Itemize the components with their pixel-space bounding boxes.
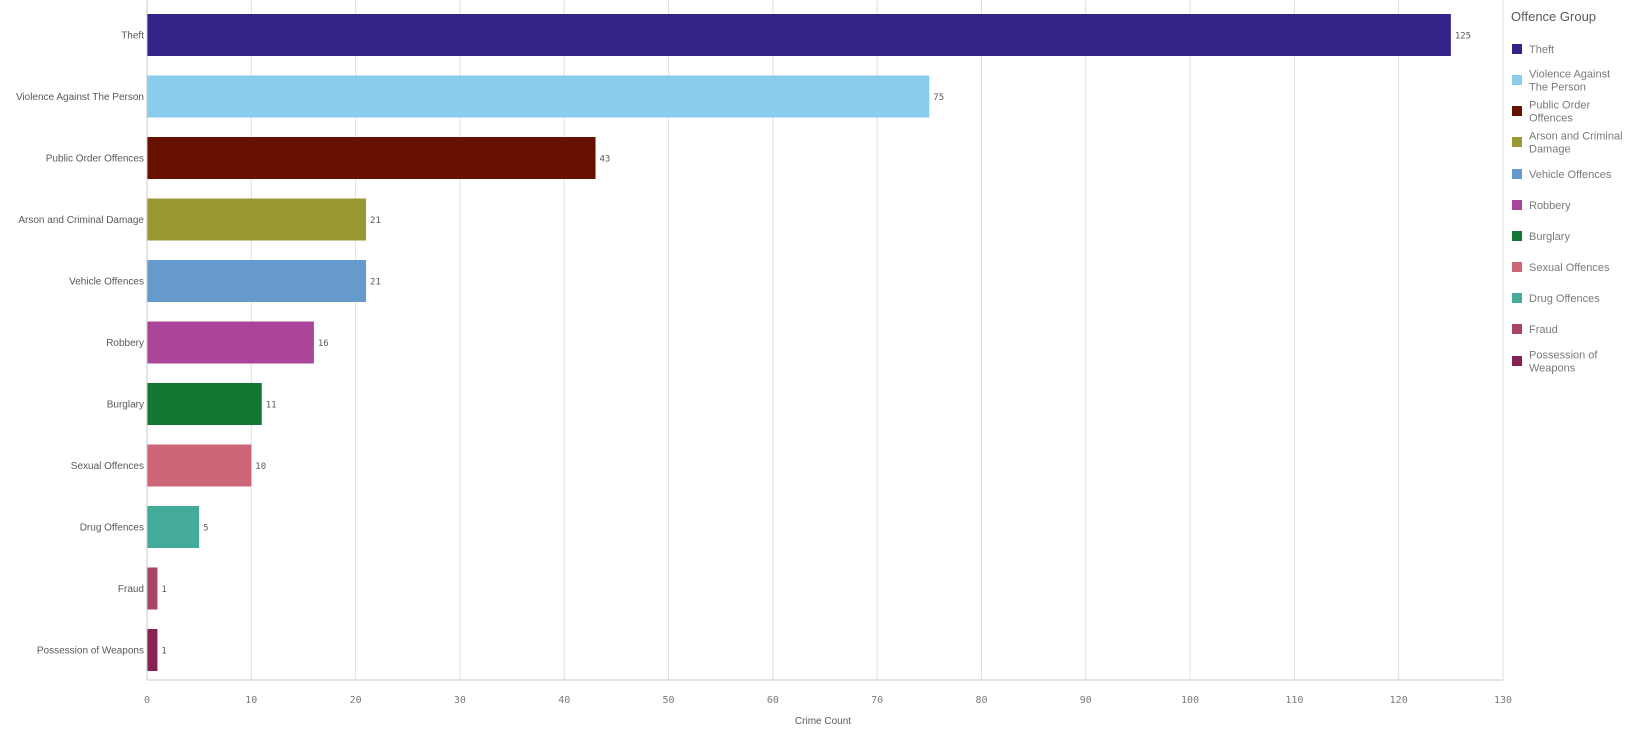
legend-item: Drug Offences [1512, 293, 1600, 305]
legend-item: Fraud [1512, 324, 1558, 336]
bar [147, 198, 367, 241]
legend-item: Burglary [1512, 231, 1570, 243]
legend-label: Drug Offences [1529, 293, 1600, 305]
legend-swatch [1512, 356, 1522, 366]
legend-title: Offence Group [1511, 9, 1596, 24]
category-label: Arson and Criminal Damage [18, 215, 144, 226]
x-tick-label: 120 [1390, 695, 1408, 706]
legend-item: Possession of Weapons [1512, 350, 1598, 375]
legend-swatch [1512, 106, 1522, 116]
bar [147, 14, 1451, 56]
bar [147, 137, 596, 179]
data-label: 125 [1455, 32, 1471, 42]
x-tick-label: 80 [975, 695, 987, 706]
x-tick-label: 110 [1285, 695, 1303, 706]
data-label: 21 [370, 278, 381, 288]
axes: 0 10 20 30 40 50 60 70 80 90 100 110 120 130TheftViol… [16, 0, 1512, 706]
legend-label: Arson and Criminal Damage [1529, 131, 1623, 156]
category-label: Sexual Offences [71, 461, 144, 472]
legend-item: Violence Against The Person [1512, 69, 1610, 94]
bar [147, 444, 252, 487]
x-tick-label: 100 [1181, 695, 1199, 706]
category-label: Robbery [106, 338, 144, 349]
category-label: Public Order Offences [46, 154, 144, 165]
legend-label: Burglary [1529, 231, 1570, 243]
data-label: 75 [933, 93, 944, 103]
legend-swatch [1512, 324, 1522, 334]
x-tick-label: 40 [558, 695, 570, 706]
bar [147, 506, 200, 548]
legend-label: Public Order Offences [1529, 100, 1590, 125]
x-tick-label: 50 [663, 695, 675, 706]
category-label: Vehicle Offences [69, 277, 144, 288]
legend-item: Arson and Criminal Damage [1512, 131, 1623, 156]
category-label: Fraud [118, 584, 144, 595]
category-label: Burglary [107, 400, 144, 411]
bar [147, 629, 158, 671]
x-tick-label: 0 [144, 695, 150, 706]
bar [147, 567, 158, 610]
data-label: 10 [255, 462, 266, 472]
x-tick-label: 90 [1080, 695, 1092, 706]
legend-item: Robbery [1512, 200, 1571, 212]
legend-swatch [1512, 200, 1522, 210]
legend-label: Vehicle Offences [1529, 169, 1612, 181]
legend-label: Possession of Weapons [1529, 350, 1598, 375]
x-tick-label: 70 [871, 695, 883, 706]
legend-label: Fraud [1529, 324, 1558, 336]
legend-swatch [1512, 169, 1522, 179]
legend-swatch [1512, 293, 1522, 303]
x-tick-label: 130 [1494, 695, 1512, 706]
data-label: 1 [161, 647, 166, 657]
data-label: 16 [318, 339, 329, 349]
legend-swatch [1512, 75, 1522, 85]
data-label: 11 [266, 401, 277, 411]
x-tick-label: 30 [454, 695, 466, 706]
legend-swatch [1512, 137, 1522, 147]
legend-label: Robbery [1529, 200, 1571, 212]
legend-swatch [1512, 262, 1522, 272]
legend-swatch [1512, 231, 1522, 241]
legend-item: Sexual Offences [1512, 262, 1610, 274]
bar [147, 260, 367, 302]
legend-label: Violence Against The Person [1529, 69, 1610, 94]
legend-item: Public Order Offences [1512, 100, 1590, 125]
bar [147, 75, 930, 118]
legend-label: Theft [1529, 44, 1554, 56]
x-tick-label: 20 [350, 695, 362, 706]
x-tick-label: 60 [767, 695, 779, 706]
legend-label: Sexual Offences [1529, 262, 1610, 274]
category-label: Theft [121, 31, 144, 42]
data-label: 21 [370, 216, 381, 226]
x-axis-title: Crime Count [795, 716, 851, 727]
legend: Offence Group Theft Violence Against The P… [1511, 9, 1623, 375]
x-tick-label: 10 [245, 695, 257, 706]
data-label: 5 [203, 524, 208, 534]
category-label: Violence Against The Person [16, 92, 144, 103]
data-label: 43 [600, 155, 611, 165]
category-label: Possession of Weapons [37, 646, 144, 657]
category-label: Drug Offences [80, 523, 144, 534]
bar [147, 321, 314, 364]
legend-item: Vehicle Offences [1512, 169, 1612, 181]
legend-swatch [1512, 44, 1522, 54]
bar [147, 383, 262, 425]
data-label: 1 [161, 585, 166, 595]
legend-item: Theft [1512, 44, 1554, 56]
